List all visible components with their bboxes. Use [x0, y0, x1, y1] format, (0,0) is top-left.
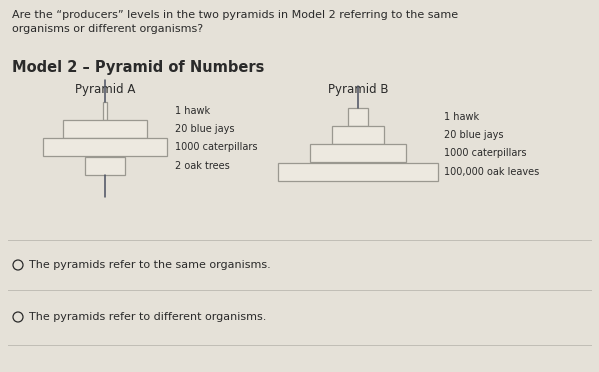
Text: 20 blue jays: 20 blue jays [175, 124, 234, 134]
Text: 2 oak trees: 2 oak trees [175, 161, 230, 171]
Text: 1 hawk: 1 hawk [444, 112, 479, 122]
Bar [103, 102, 107, 120]
Text: Pyramid A: Pyramid A [75, 83, 135, 96]
Text: The pyramids refer to the same organisms.: The pyramids refer to the same organisms… [29, 260, 271, 270]
Text: Are the “producers” levels in the two pyramids in Model 2 referring to the same
: Are the “producers” levels in the two py… [12, 10, 458, 34]
Text: 1 hawk: 1 hawk [175, 106, 210, 116]
Bar [332, 126, 384, 144]
Text: 1000 caterpillars: 1000 caterpillars [175, 142, 258, 152]
Bar [63, 120, 147, 138]
Text: The pyramids refer to different organisms.: The pyramids refer to different organism… [29, 312, 267, 322]
Bar [43, 138, 167, 156]
Bar [278, 163, 438, 181]
Text: Model 2 – Pyramid of Numbers: Model 2 – Pyramid of Numbers [12, 60, 264, 75]
Bar [348, 108, 368, 126]
Text: 100,000 oak leaves: 100,000 oak leaves [444, 167, 539, 177]
Text: 1000 caterpillars: 1000 caterpillars [444, 148, 527, 158]
Text: 20 blue jays: 20 blue jays [444, 130, 504, 140]
Bar [310, 144, 406, 162]
Bar [85, 157, 125, 175]
Text: Pyramid B: Pyramid B [328, 83, 388, 96]
